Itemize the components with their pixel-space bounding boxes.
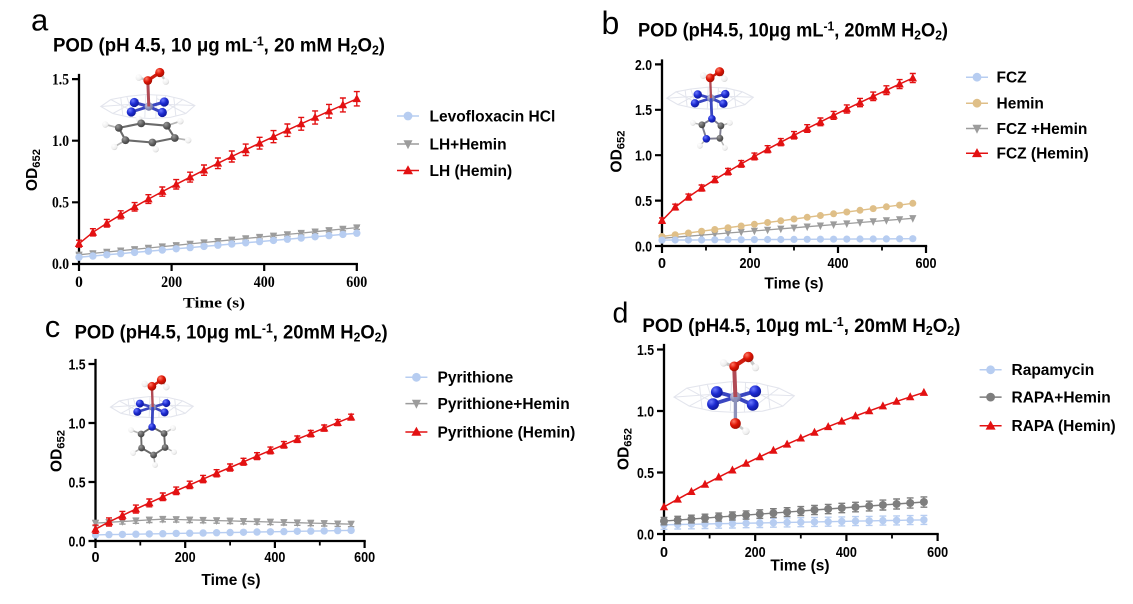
svg-text:Pyrithione: Pyrithione <box>438 370 514 387</box>
svg-text:Pyrithione+Hemin: Pyrithione+Hemin <box>438 396 570 413</box>
svg-text:b: b <box>602 5 620 41</box>
svg-text:600: 600 <box>354 550 375 566</box>
svg-text:c: c <box>45 309 61 344</box>
svg-text:1.5: 1.5 <box>69 357 86 373</box>
svg-text:1.0: 1.0 <box>635 149 652 165</box>
svg-text:0.0: 0.0 <box>52 256 69 273</box>
svg-text:POD (pH4.5, 10μg mL-1, 20mM H2: POD (pH4.5, 10μg mL-1, 20mM H2O2) <box>75 321 388 345</box>
svg-text:FCZ +Hemin: FCZ +Hemin <box>997 121 1088 138</box>
svg-text:400: 400 <box>254 274 275 291</box>
svg-text:0.0: 0.0 <box>635 239 652 255</box>
svg-text:0.5: 0.5 <box>52 195 69 212</box>
svg-text:1.5: 1.5 <box>637 343 654 359</box>
svg-text:Time (s): Time (s) <box>764 276 823 293</box>
svg-text:POD (pH4.5, 10μg mL-1, 20mM H2: POD (pH4.5, 10μg mL-1, 20mM H2O2) <box>638 19 948 43</box>
svg-text:Time (s): Time (s) <box>183 296 245 312</box>
svg-text:0: 0 <box>75 274 83 291</box>
svg-text:600: 600 <box>927 545 948 561</box>
svg-text:600: 600 <box>346 274 367 291</box>
svg-text:Pyrithione (Hemin): Pyrithione (Hemin) <box>438 424 576 441</box>
svg-text:d: d <box>613 298 629 330</box>
svg-text:LH+Hemin: LH+Hemin <box>430 136 507 153</box>
svg-text:1.0: 1.0 <box>69 416 86 432</box>
svg-text:400: 400 <box>264 550 285 566</box>
svg-text:0.5: 0.5 <box>635 194 652 210</box>
svg-text:0: 0 <box>91 550 99 566</box>
svg-text:0: 0 <box>658 256 666 272</box>
svg-text:400: 400 <box>836 545 857 561</box>
svg-text:0.5: 0.5 <box>69 475 86 491</box>
svg-text:FCZ (Hemin): FCZ (Hemin) <box>997 146 1089 163</box>
svg-text:RAPA+Hemin: RAPA+Hemin <box>1012 390 1111 407</box>
svg-text:0: 0 <box>660 545 668 561</box>
svg-text:2.0: 2.0 <box>635 58 652 74</box>
svg-text:POD (pH4.5, 10μg mL-1, 20mM H2: POD (pH4.5, 10μg mL-1, 20mM H2O2) <box>642 314 960 338</box>
svg-text:POD (pH 4.5, 10 μg mL-1, 20 mM: POD (pH 4.5, 10 μg mL-1, 20 mM H2O2) <box>53 34 385 58</box>
svg-text:Levofloxacin HCl: Levofloxacin HCl <box>430 108 556 125</box>
svg-text:0.0: 0.0 <box>69 534 86 550</box>
svg-text:Time (s): Time (s) <box>770 558 829 575</box>
svg-text:Rapamycin: Rapamycin <box>1012 362 1095 379</box>
svg-text:a: a <box>31 3 49 38</box>
svg-text:1.0: 1.0 <box>52 133 69 150</box>
svg-text:1.5: 1.5 <box>52 71 69 88</box>
svg-text:RAPA (Hemin): RAPA (Hemin) <box>1012 418 1116 435</box>
svg-text:600: 600 <box>916 256 937 272</box>
svg-text:Hemin: Hemin <box>997 96 1044 113</box>
svg-text:1.0: 1.0 <box>637 404 654 420</box>
svg-text:200: 200 <box>161 274 182 291</box>
svg-text:0.0: 0.0 <box>637 527 654 543</box>
svg-text:200: 200 <box>745 545 766 561</box>
svg-text:Time (s): Time (s) <box>201 572 260 589</box>
svg-text:FCZ: FCZ <box>997 70 1028 87</box>
svg-text:200: 200 <box>175 550 196 566</box>
svg-text:200: 200 <box>740 256 761 272</box>
svg-text:400: 400 <box>828 256 849 272</box>
svg-text:LH (Hemin): LH (Hemin) <box>430 163 513 180</box>
svg-text:1.5: 1.5 <box>635 103 652 119</box>
svg-text:0.5: 0.5 <box>637 466 654 482</box>
